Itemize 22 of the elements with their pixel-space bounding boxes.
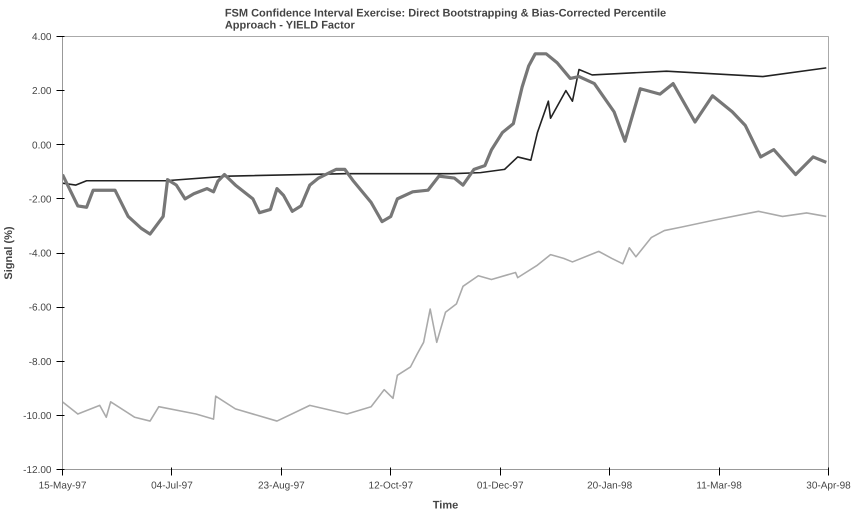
x-tick-label: 20-Jan-98 <box>587 480 633 492</box>
y-tick-label: -4.00 <box>28 248 52 260</box>
x-tick-label: 30-Apr-98 <box>806 480 852 492</box>
y-tick-label: -6.00 <box>28 302 52 314</box>
x-axis-title: Time <box>432 500 458 512</box>
x-tick-label: 11-Mar-98 <box>696 480 742 492</box>
x-tick-label: 23-Aug-97 <box>258 480 306 492</box>
y-tick-label: 4.00 <box>32 32 52 43</box>
y-tick-label: -2.00 <box>28 194 52 206</box>
y-axis-title: Signal (%) <box>3 226 16 280</box>
x-tick-label: 01-Dec-97 <box>476 480 524 492</box>
x-tick-label: 12-Oct-97 <box>368 480 414 492</box>
line-series <box>62 52 828 236</box>
chart-title: FSM Confidence Interval Exercise: Direct Bootstrapping & Bias-Corrected Percentile Approach - YIELD Factor <box>224 8 666 32</box>
x-tick-label: 15-May-97 <box>38 480 87 492</box>
y-tick-label: -12.00 <box>23 465 52 476</box>
y-tick-label: -10.00 <box>23 410 52 422</box>
y-tick-label: -8.00 <box>28 356 52 368</box>
line-series <box>62 67 828 186</box>
y-tick-label: 0.00 <box>32 140 52 152</box>
y-tick-label: 2.00 <box>32 86 52 98</box>
x-tick-label: 04-Jul-97 <box>151 480 194 492</box>
